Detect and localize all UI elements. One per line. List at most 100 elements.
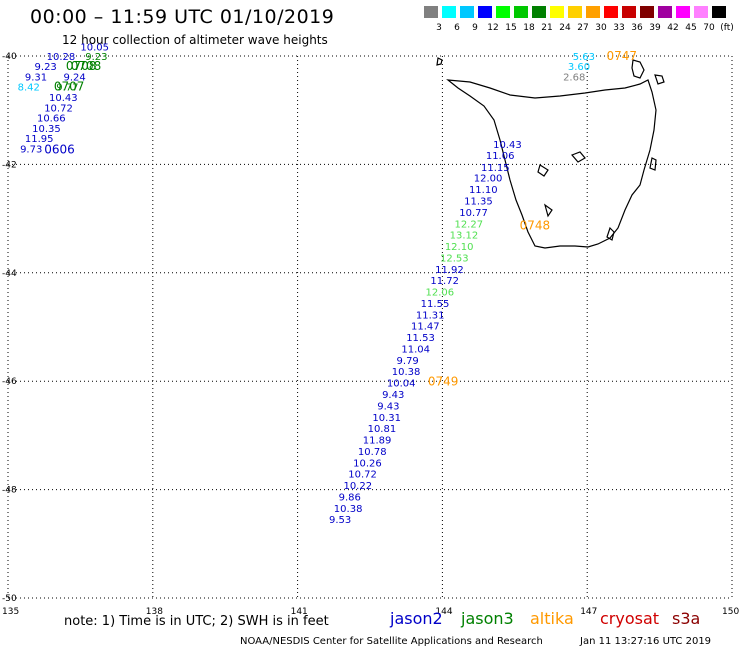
wave-height-value: 12.06: [426, 288, 455, 299]
wave-height-value: 11.53: [406, 333, 435, 344]
wave-height-value: 9.31: [25, 72, 47, 83]
wave-height-value: 10.43: [493, 140, 522, 151]
longitude-label: 147: [580, 607, 597, 617]
wave-height-value: 11.06: [486, 151, 515, 162]
latitude-labels: -40 -42 -44 -46 -48 -50: [2, 52, 17, 604]
lake-2: [537, 164, 549, 177]
color-swatch: [477, 5, 493, 19]
wave-height-value: 10.66: [37, 114, 66, 125]
color-swatch: [675, 5, 691, 19]
wave-height-value: 11.31: [416, 310, 445, 321]
wave-height-value: 2.68: [563, 72, 585, 83]
wave-height-value: 11.04: [401, 344, 430, 355]
color-swatch: [495, 5, 511, 19]
pass-time-label: 0749: [428, 375, 459, 389]
wave-height-value: 9.23: [85, 52, 107, 63]
latitude-label: -46: [2, 377, 17, 387]
satellite-name: s3a: [672, 609, 701, 628]
wave-height-value: 13.12: [450, 231, 479, 242]
tasmania-coastline: [436, 57, 665, 249]
wave-height-value: 9.43: [377, 401, 399, 412]
wave-height-value: 11.35: [464, 197, 493, 208]
pass-time-label: 0707: [54, 80, 85, 94]
wave-height-value: 11.89: [363, 436, 392, 447]
longitude-label: 138: [146, 607, 163, 617]
color-scale-label: 39: [649, 23, 661, 33]
color-swatch: [441, 5, 457, 19]
color-scale-label: 18: [523, 23, 535, 33]
wave-height-value: 9.53: [329, 515, 351, 526]
color-scale-label: 70: [703, 23, 715, 33]
wave-height-value: 10.38: [334, 504, 363, 515]
color-scale-label: 36: [631, 23, 643, 33]
color-scale-label: 24: [559, 23, 571, 33]
color-swatch: [567, 5, 583, 19]
bruny-island: [606, 226, 615, 241]
wave-height-value: 10.72: [348, 470, 377, 481]
wave-height-value: 10.78: [358, 447, 387, 458]
latitude-label: -42: [2, 160, 17, 170]
wave-height-value: 9.23: [35, 62, 57, 73]
wave-height-value: 12.27: [454, 219, 483, 230]
wave-height-value: 10.26: [353, 458, 382, 469]
satellite-name: cryosat: [600, 609, 660, 628]
longitude-label: 150: [722, 607, 739, 617]
color-swatch: [513, 5, 529, 19]
color-scale-label: 15: [505, 23, 517, 33]
satellite-name: altika: [530, 609, 574, 628]
color-scale-label: 21: [541, 23, 553, 33]
satellite-name: jason3: [461, 609, 514, 628]
pass-time-label: 0748: [520, 218, 551, 232]
wave-height-value: 11.55: [421, 299, 450, 310]
lake-3: [543, 203, 553, 218]
color-swatch: [549, 5, 565, 19]
color-swatch: [693, 5, 709, 19]
wave-height-value: 12.10: [445, 242, 474, 253]
longitude-label: 144: [435, 607, 452, 617]
wave-height-value: 10.72: [44, 103, 73, 114]
credit-text: NOAA/NESDIS Center for Satellite Applica…: [240, 636, 543, 647]
wave-height-value: 11.47: [411, 322, 440, 333]
color-scale-label: 45: [685, 23, 697, 33]
lake-1: [570, 151, 586, 163]
color-scale-label: 42: [667, 23, 679, 33]
color-scale-label: 3: [436, 23, 442, 33]
wave-height-value: 3.60: [568, 62, 590, 73]
color-swatch: [459, 5, 475, 19]
wave-height-value: 10.77: [459, 208, 488, 219]
color-swatch: [423, 5, 439, 19]
pass-time-label: 0606: [44, 143, 75, 157]
color-scale-label: 30: [595, 23, 607, 33]
pass-time-label: 0747: [607, 49, 638, 63]
map-gridlines: [7, 55, 733, 599]
wave-height-value: 10.22: [343, 481, 372, 492]
color-swatch: [657, 5, 673, 19]
units-note: note: 1) Time is in UTC; 2) SWH is in fe…: [64, 614, 329, 629]
wave-height-value: 9.43: [382, 390, 404, 401]
cape-barren-island: [654, 74, 665, 85]
color-scale-label: 6: [454, 23, 460, 33]
color-scale-label: (ft): [720, 23, 734, 33]
color-scale-label: 27: [577, 23, 589, 33]
color-swatch: [621, 5, 637, 19]
wave-height-value: 9.73: [20, 144, 42, 155]
wave-height-value: 11.95: [25, 134, 54, 145]
generated-timestamp: Jan 11 13:27:16 UTC 2019: [580, 636, 712, 647]
color-scale-label: 9: [472, 23, 478, 33]
tasmania-outline: [446, 79, 657, 249]
wave-height-value: 10.04: [387, 379, 416, 390]
wave-height-value: 9.86: [339, 492, 361, 503]
latitude-label: -50: [2, 594, 17, 604]
wave-height-value: 11.10: [469, 185, 498, 196]
wave-height-value: 11.72: [430, 276, 459, 287]
color-scale-label: 12: [487, 23, 499, 33]
pass-time-label: 0708: [66, 59, 97, 73]
wave-height-value: 10.31: [372, 413, 401, 424]
wave-height-value: 10.81: [368, 424, 397, 435]
wave-height-value: 9.77: [56, 83, 78, 94]
wave-height-value: 9.79: [397, 356, 419, 367]
flinders-island: [631, 59, 645, 79]
color-swatch: [639, 5, 655, 19]
